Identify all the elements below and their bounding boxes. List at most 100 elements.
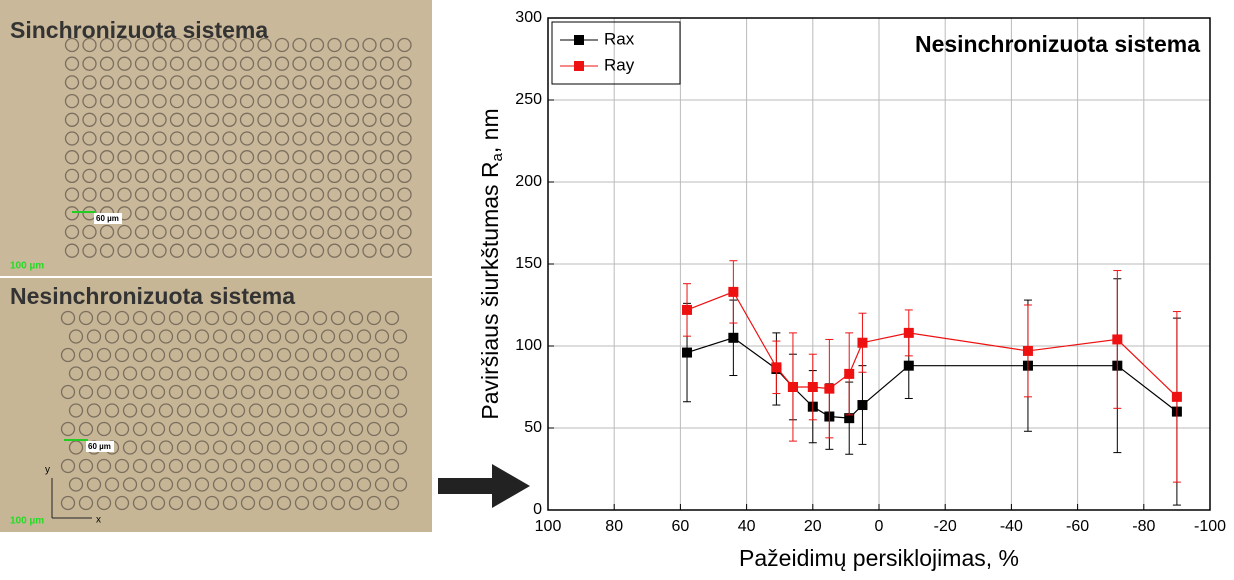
crater [152, 131, 167, 146]
crater [204, 75, 220, 90]
crater [204, 168, 220, 184]
crater [104, 329, 120, 344]
crater [82, 187, 97, 202]
crater [366, 384, 382, 400]
crater [134, 75, 150, 90]
scale-bar-label: 100 µm [10, 516, 44, 527]
crater [194, 477, 210, 492]
crater [212, 366, 228, 381]
crater [284, 366, 300, 381]
crater [187, 206, 202, 221]
crater [276, 384, 292, 400]
crater [96, 347, 112, 363]
crater [397, 243, 412, 258]
crater [309, 93, 325, 109]
annotation: Nesinchronizuota sistema [915, 31, 1200, 57]
crater [379, 206, 395, 221]
crater [344, 75, 360, 90]
crater [239, 112, 255, 127]
crater [344, 56, 360, 71]
crater [158, 440, 174, 455]
crater [104, 477, 120, 492]
crater [204, 37, 220, 53]
crater [68, 329, 84, 344]
crater [327, 131, 342, 146]
crater [122, 440, 138, 455]
crater [239, 206, 255, 221]
crater [348, 495, 364, 511]
crater [99, 56, 115, 71]
crater [356, 477, 372, 492]
crater [344, 206, 360, 221]
crater [397, 150, 412, 165]
crater [96, 421, 112, 437]
crater [204, 187, 220, 202]
crater [320, 329, 336, 344]
crater [122, 477, 138, 492]
crater [344, 93, 360, 109]
legend-label: Ray [604, 55, 635, 74]
y-tick-label: 150 [515, 255, 542, 272]
x-tick-label: 0 [875, 518, 884, 535]
crater [327, 93, 342, 109]
y-tick-label: 0 [533, 501, 542, 518]
crater [187, 56, 202, 71]
x-tick-label: -60 [1066, 518, 1089, 535]
crater [239, 93, 255, 109]
crater [344, 37, 360, 53]
crater [64, 206, 80, 221]
arrow [438, 464, 530, 508]
crater [222, 243, 237, 258]
crater [240, 347, 256, 363]
crater [230, 329, 246, 344]
crater [222, 495, 238, 511]
crater [292, 224, 307, 240]
crater [194, 366, 210, 381]
x-tick-label: 100 [535, 518, 562, 535]
crater [384, 421, 400, 437]
scale-bar-label: 100 µm [10, 261, 44, 272]
crater [362, 131, 377, 146]
crater [348, 384, 364, 400]
crater [292, 168, 307, 184]
crater [292, 243, 307, 258]
crater [312, 347, 328, 363]
crater [257, 93, 272, 109]
crater [64, 187, 80, 202]
crater [158, 366, 174, 381]
crater [212, 403, 228, 418]
crater [258, 310, 274, 326]
crater [150, 347, 166, 363]
crater [320, 366, 336, 381]
crater [117, 224, 132, 240]
crater [186, 495, 202, 511]
crater [274, 150, 290, 165]
crater [150, 384, 166, 400]
crater [204, 150, 220, 165]
crater [140, 366, 156, 381]
crater [169, 150, 185, 165]
crater [78, 384, 94, 400]
crater [99, 131, 115, 146]
crater [134, 224, 150, 240]
crater [64, 37, 80, 53]
crater [78, 495, 94, 511]
crater [239, 243, 255, 258]
series-layer [682, 260, 1182, 506]
crater [152, 37, 167, 53]
plot-frame [547, 17, 1211, 511]
crater [344, 150, 360, 165]
crater [327, 206, 342, 221]
crater [344, 112, 360, 127]
crater [240, 384, 256, 400]
crater [356, 440, 372, 455]
crater [187, 243, 202, 258]
crater [309, 224, 325, 240]
crater [222, 224, 237, 240]
crater [82, 168, 97, 184]
crater [122, 329, 138, 344]
crater [309, 56, 325, 71]
crater [169, 75, 185, 90]
crater [397, 112, 412, 127]
point [857, 400, 868, 411]
